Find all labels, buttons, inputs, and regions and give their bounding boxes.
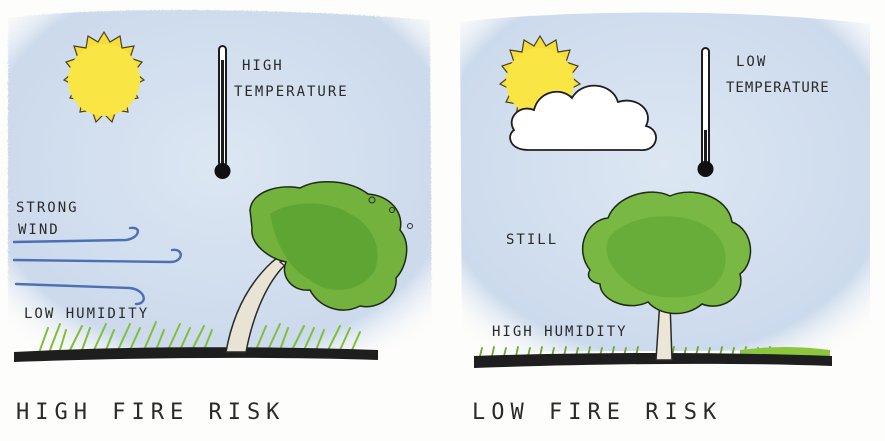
thermometer-icon bbox=[697, 47, 714, 177]
tree-canopy-windblown bbox=[249, 181, 413, 311]
high-temperature-label-line2: TEMPERATURE bbox=[234, 84, 349, 100]
grass-strip bbox=[740, 347, 830, 356]
sun-icon bbox=[62, 30, 146, 124]
high-fire-risk-panel: HIGH TEMPERATURE STRONG WIND LOW HUMIDIT… bbox=[0, 0, 440, 441]
high-fire-risk-caption: HIGH FIRE RISK bbox=[16, 400, 286, 425]
wind-lines bbox=[12, 226, 182, 306]
still-label: STILL bbox=[506, 232, 559, 248]
low-fire-risk-panel: LOW TEMPERATURE STILL HIGH HUMIDITY LOW … bbox=[440, 0, 885, 441]
low-fire-risk-caption: LOW FIRE RISK bbox=[472, 400, 723, 425]
tree-canopy-still bbox=[581, 191, 752, 315]
grass-dry bbox=[39, 321, 361, 351]
strong-wind-label-line1: STRONG bbox=[16, 200, 79, 216]
low-temperature-label-line1: LOW bbox=[736, 54, 768, 70]
high-fire-risk-illustration bbox=[8, 10, 432, 362]
low-fire-risk-illustration bbox=[460, 12, 870, 368]
low-humidity-label: LOW HUMIDITY bbox=[24, 306, 150, 322]
cloud-icon bbox=[509, 84, 657, 151]
low-temperature-label-line2: TEMPERATURE bbox=[726, 80, 830, 96]
ground bbox=[474, 353, 832, 368]
thermometer-icon bbox=[214, 45, 231, 179]
strong-wind-label-line2: WIND bbox=[18, 222, 60, 238]
ground bbox=[14, 347, 378, 362]
high-humidity-label: HIGH HUMIDITY bbox=[492, 324, 628, 340]
high-temperature-label-line1: HIGH bbox=[242, 58, 284, 74]
